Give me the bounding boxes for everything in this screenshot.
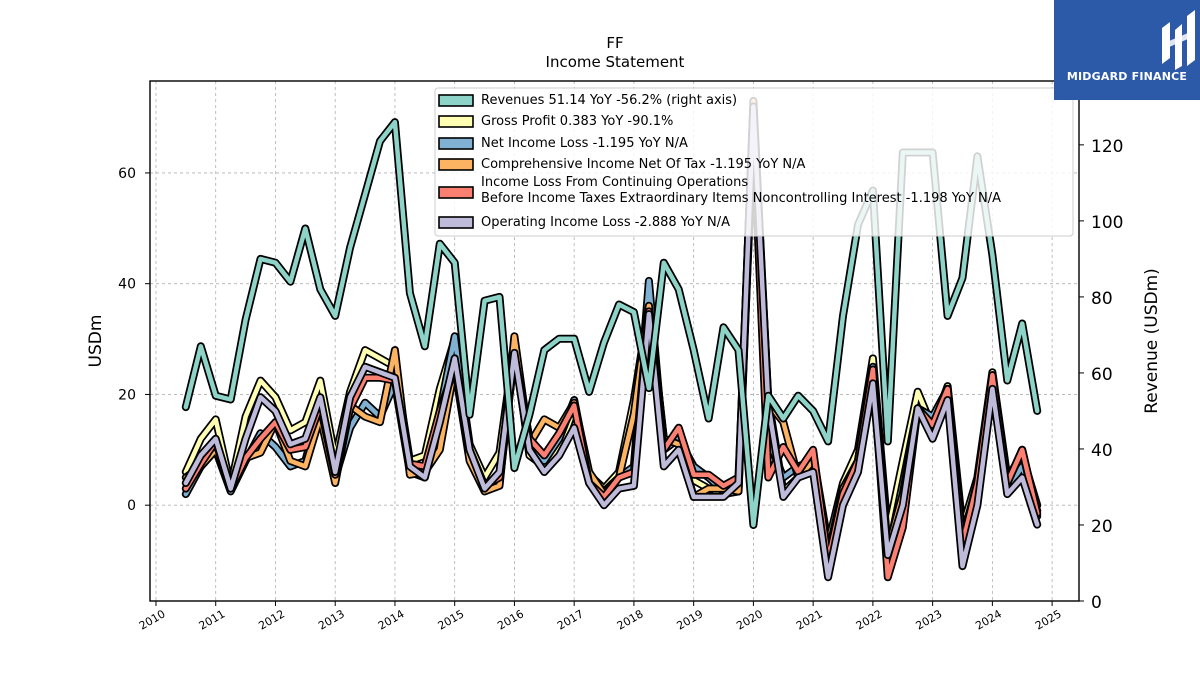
chart-legend: Revenues 51.14 YoY -56.2% (right axis) Gr…	[434, 87, 1074, 237]
brand-logo: MIDGARD FINANCE	[1054, 0, 1200, 100]
chart-subtitle: Income Statement	[546, 53, 685, 71]
y2-tick-label: 100	[1091, 213, 1123, 233]
y2-tick-label: 40	[1091, 441, 1113, 461]
legend-label: Comprehensive Income Net Of Tax -1.195 Y…	[481, 157, 806, 172]
x-tick-label: 2013	[316, 607, 347, 632]
legend-label: Net Income Loss -1.195 YoY N/A	[481, 136, 688, 151]
y2-tick-label: 60	[1091, 365, 1113, 385]
chart-title: FF	[606, 34, 623, 52]
y-tick-label: 60	[118, 166, 136, 182]
series-0-line	[183, 119, 1040, 528]
x-tick-label: 2018	[615, 607, 646, 632]
legend-swatch	[438, 216, 474, 229]
x-tick-label: 2019	[675, 607, 706, 632]
y2-tick-label: 20	[1091, 517, 1113, 537]
legend-box	[434, 87, 1074, 237]
brand-logo-mark	[1162, 10, 1195, 70]
legend-label-line: Before Income Taxes Extraordinary Items …	[481, 191, 1001, 206]
y-tick-label: 40	[118, 277, 136, 293]
legend-label: Income Loss From Continuing Operations Be…	[481, 175, 1001, 206]
x-tick-label: 2011	[197, 607, 228, 632]
legend-label-line: Income Loss From Continuing Operations	[481, 175, 748, 190]
legend-swatch	[438, 158, 474, 171]
x-tick-label: 2025	[1033, 607, 1064, 632]
x-tick-label: 2015	[436, 607, 467, 632]
legend-label: Operating Income Loss -2.888 YoY N/A	[481, 215, 730, 230]
y2-tick-label: 0	[1091, 593, 1102, 613]
y-tick-label: 20	[118, 387, 136, 403]
y2-axis-label: Revenue (USDm)	[1142, 268, 1162, 414]
legend-swatch	[438, 186, 474, 199]
x-tick-label: 2020	[734, 607, 765, 632]
series-layer	[181, 96, 1042, 582]
legend-swatch	[438, 115, 474, 128]
y2-tick-label: 120	[1091, 137, 1123, 157]
x-tick-label: 2023	[914, 607, 945, 632]
x-tick-label: 2016	[495, 607, 526, 632]
y-axis-label: USDm	[86, 315, 106, 368]
x-tick-label: 2021	[794, 607, 825, 632]
x-tick-label: 2014	[376, 607, 407, 632]
plot-frame	[149, 80, 1080, 602]
legend-label: Gross Profit 0.383 YoY -90.1%	[481, 114, 673, 129]
brand-name: MIDGARD FINANCE	[1066, 70, 1188, 83]
x-tick-label: 2017	[555, 607, 586, 632]
y-tick-label: 0	[127, 498, 136, 514]
legend-label: Revenues 51.14 YoY -56.2% (right axis)	[481, 93, 737, 108]
legend-swatch	[438, 94, 474, 107]
legend-swatch	[438, 137, 474, 150]
x-tick-label: 2024	[973, 607, 1004, 632]
x-tick-label: 2022	[854, 607, 885, 632]
y2-tick-label: 80	[1091, 289, 1113, 309]
x-tick-label: 2012	[256, 607, 287, 632]
x-tick-label: 2010	[137, 607, 168, 632]
series-5-line	[183, 104, 1040, 580]
